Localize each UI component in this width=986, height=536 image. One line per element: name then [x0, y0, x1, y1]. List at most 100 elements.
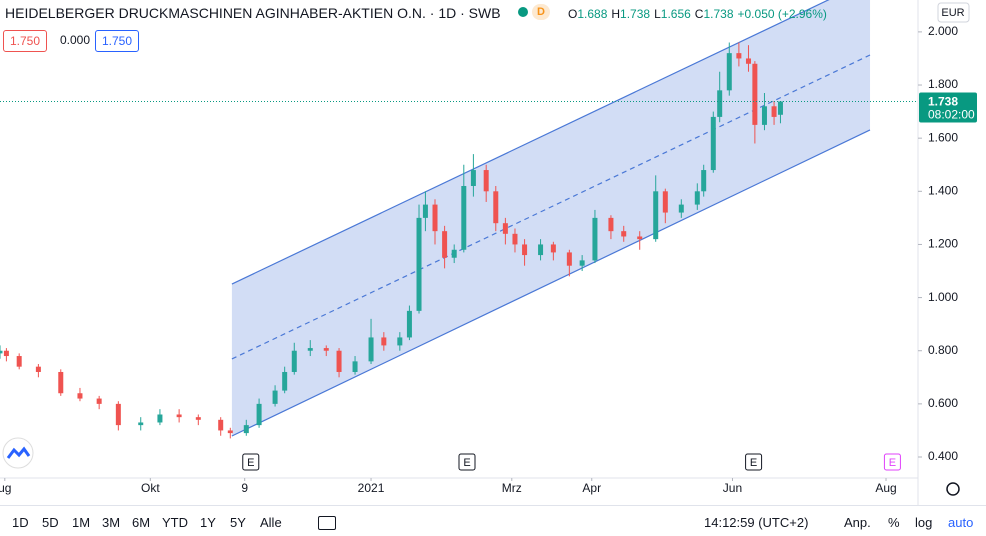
candle-body: [323, 348, 329, 351]
toolbar: 1D 5D 1M 3M 6M YTD 1Y 5Y Alle 14:12:59 (UTC+2) Anp…: [0, 505, 986, 536]
compare-icon[interactable]: [318, 516, 336, 530]
ohlc-change: +0.050 (+2.96%): [737, 7, 827, 21]
candle-body: [701, 170, 707, 192]
candle-body: [461, 185, 467, 250]
candle-body: [256, 403, 262, 426]
candle-body: [442, 231, 448, 258]
x-tick-label: Mrz: [502, 481, 522, 495]
candle-body: [771, 106, 777, 117]
settings-icon[interactable]: [946, 482, 960, 496]
badge: D: [532, 4, 550, 20]
range-button[interactable]: 5Y: [230, 515, 246, 530]
channel-fill: [231, 0, 871, 437]
last-price-time: 08:02:00: [928, 108, 975, 122]
currency-box[interactable]: [937, 2, 970, 23]
axis-option[interactable]: Anp.: [844, 515, 871, 530]
range-button[interactable]: 3M: [102, 515, 121, 530]
candle-body: [115, 403, 121, 426]
y-tick-label: 1.200: [928, 237, 958, 251]
candle-body: [637, 236, 643, 240]
candle-body: [16, 356, 22, 367]
ohlc-key: O: [568, 7, 578, 21]
candle-body: [195, 417, 201, 420]
currency: EUR: [941, 7, 964, 19]
candle-body: [726, 53, 732, 91]
y-tick-label: 2.000: [928, 24, 958, 38]
range-button[interactable]: 1Y: [200, 515, 216, 530]
candle-body: [592, 217, 598, 261]
candle-body: [710, 116, 716, 171]
channel-center: [231, 54, 871, 360]
clock: 14:12:59 (UTC+2): [704, 515, 809, 530]
channel-upper: [231, 0, 830, 285]
candle-body: [736, 53, 742, 59]
candle-body: [336, 350, 342, 372]
ohlc-value: 1.738: [620, 7, 651, 21]
status-dot: [518, 7, 528, 17]
axis-option[interactable]: %: [888, 515, 900, 530]
candle-body: [3, 350, 9, 357]
candle-body: [272, 390, 278, 404]
candle-body: [745, 58, 751, 64]
candle-body: [227, 430, 233, 434]
event-label: E: [247, 457, 254, 469]
event-marker[interactable]: [458, 453, 476, 471]
ohlc-value: 1.688: [577, 7, 608, 21]
range-button[interactable]: 1M: [72, 515, 91, 530]
candle-body: [422, 204, 428, 218]
x-tick-label: Jun: [723, 481, 742, 495]
candle-body: [483, 170, 489, 192]
symbol-header: HEIDELBERGER DRUCKMASCHINEN AGINHABER-AK…: [5, 5, 501, 21]
x-tick-label: 9: [241, 481, 248, 495]
candle-body: [307, 348, 313, 351]
event-marker[interactable]: [242, 453, 260, 471]
range-button[interactable]: 5D: [42, 515, 59, 530]
candle-body: [218, 419, 224, 431]
x-tick-label: ug: [0, 481, 11, 495]
candle-body: [291, 350, 297, 372]
candle-body: [752, 63, 758, 125]
axis-option[interactable]: auto: [948, 515, 974, 530]
candle-body: [522, 244, 528, 256]
range-button[interactable]: YTD: [162, 515, 188, 530]
chart: EUR 0.400 0.600 0.800 1.000 1.200 1.400 1.600 1…: [0, 0, 977, 505]
candle-body: [416, 217, 422, 311]
candle-body: [512, 233, 518, 245]
candle-body: [0, 350, 3, 354]
channel-lower: [231, 129, 871, 437]
candle-body: [777, 101, 783, 115]
candle-body: [77, 393, 83, 399]
event-label: E: [463, 457, 470, 469]
y-tick-label: 1.000: [928, 290, 958, 304]
candle-body: [470, 170, 476, 186]
candle-body: [538, 244, 544, 256]
candle-body: [717, 90, 723, 117]
x-tick-label: Okt: [141, 481, 160, 495]
range-button[interactable]: Alle: [260, 515, 282, 530]
ohlc-value: 1.738: [703, 7, 734, 21]
interval[interactable]: 1D: [438, 5, 457, 21]
x-tick-label: 2021: [358, 481, 385, 495]
sell-box[interactable]: 1.750: [3, 30, 48, 52]
buy-box[interactable]: 1.750: [95, 30, 140, 52]
range-button[interactable]: 1D: [12, 515, 29, 530]
y-tick-label: 0.400: [928, 449, 958, 463]
ohlc-value: 1.656: [660, 7, 691, 21]
candle-body: [352, 361, 358, 372]
event-marker[interactable]: [745, 453, 763, 471]
event-marker[interactable]: [883, 453, 901, 471]
y-tick-label: 1.800: [928, 77, 958, 91]
y-tick-label: 0.800: [928, 343, 958, 357]
candle-body: [502, 223, 508, 234]
candle-body: [35, 366, 41, 372]
axis-option[interactable]: log: [915, 515, 933, 530]
candle-body: [138, 422, 144, 426]
last-price-tag: [919, 92, 977, 123]
candle-body: [566, 252, 572, 266]
range-button[interactable]: 6M: [132, 515, 151, 530]
logo: [2, 437, 34, 469]
candle-body: [579, 260, 585, 266]
x-tick-label: Apr: [582, 481, 601, 495]
candle-body: [550, 244, 556, 253]
